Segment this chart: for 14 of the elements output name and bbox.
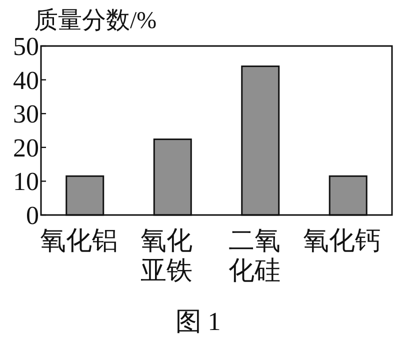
annotation: 图 1 <box>175 307 221 336</box>
ytick: 20 <box>13 133 39 162</box>
ylabel: 质量分数/% <box>34 8 157 34</box>
ytick: 40 <box>13 66 39 95</box>
xtick: 化硅 <box>228 256 280 285</box>
xtick: 氧化 <box>140 226 193 255</box>
ytick: 30 <box>13 100 39 129</box>
xtick: 二氧 <box>228 226 280 255</box>
ytick: 10 <box>13 167 39 196</box>
xtick: 氧化钙 <box>303 226 382 255</box>
xtick: 氧化铝 <box>40 226 118 255</box>
ytick: 0 <box>26 201 39 230</box>
xtick: 亚铁 <box>140 256 193 285</box>
ytick: 50 <box>13 32 39 61</box>
